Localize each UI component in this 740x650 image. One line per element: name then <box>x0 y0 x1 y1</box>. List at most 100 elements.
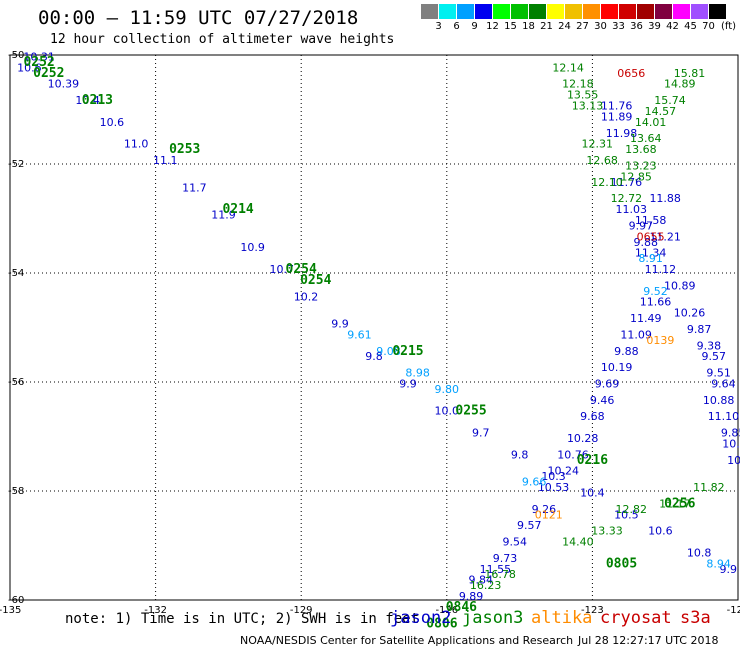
colorbar-tick: 9 <box>471 21 478 32</box>
jason2-wave-height-label: 10.39 <box>48 78 80 91</box>
generation-timestamp: Jul 28 12:27:17 UTC 2018 <box>578 634 719 647</box>
jason3-wave-height-label: 12.82 <box>615 503 647 516</box>
jason2-wave-height-label: 9.57 <box>701 350 726 363</box>
colorbar-tick: 36 <box>630 21 643 32</box>
pass-time-label: 0213 <box>82 93 113 108</box>
colorbar-tick: 30 <box>594 21 607 32</box>
colorbar-tick: 39 <box>648 21 661 32</box>
jason2-wave-height-label: 10.6 <box>17 61 42 74</box>
jason2-wave-height-label: 10.2 <box>294 290 319 303</box>
jason3-wave-height-label: 13.68 <box>625 143 657 156</box>
jason2-wave-height-label: 10.3 <box>541 470 566 483</box>
jason3-wave-height-label: 12.31 <box>582 138 614 151</box>
longitude-tick-label: -135 <box>0 605 21 616</box>
pass-time-label: 0215 <box>392 344 423 359</box>
jason2-wave-height-label: 9.57 <box>517 519 542 532</box>
longitude-tick-label: -129 <box>290 605 313 616</box>
cryosat-wave-height-label: 0656 <box>617 67 645 80</box>
jason2-wave-height-label: 11.55 <box>480 563 512 576</box>
jason3-wave-height-label: 14.57 <box>645 105 677 118</box>
jason2-wave-height-label: 10.9 <box>240 241 265 254</box>
colorbar-tick: 21 <box>540 21 553 32</box>
colorbar-swatch <box>619 4 636 19</box>
colorbar-tick: 70 <box>702 21 715 32</box>
s3a-wave-height-label: 9.61 <box>347 328 372 341</box>
jason3-wave-height-label: 14.01 <box>635 116 667 129</box>
latitude-tick-label: -58 <box>8 486 24 497</box>
jason3-wave-height-label: 15.81 <box>674 67 706 80</box>
jason2-wave-height-label: 11.89 <box>601 110 633 123</box>
latitude-tick-label: -54 <box>8 268 24 279</box>
pass-time-label: 0216 <box>577 453 608 468</box>
altika-wave-height-label: 0139 <box>646 334 674 347</box>
jason2-wave-height-label: 10.89 <box>664 279 696 292</box>
jason2-wave-height-label: 9.9 <box>399 377 417 390</box>
s3a-wave-height-label: 9.66 <box>522 476 547 489</box>
jason2-wave-height-label: 10.24 <box>548 465 580 478</box>
jason3-wave-height-label: 13.23 <box>625 159 657 172</box>
longitude-tick-label: -132 <box>144 605 167 616</box>
jason2-wave-height-label: 10.4 <box>580 486 605 499</box>
jason2-wave-height-label: 9.8 <box>365 350 383 363</box>
colorbar-swatch <box>691 4 708 19</box>
jason3-wave-height-label: 11.82 <box>693 481 725 494</box>
jason2-wave-height-label: 9.88 <box>614 345 639 358</box>
jason2-wave-height-label: 11.1 <box>153 154 178 167</box>
s3a-wave-height-label: 8.98 <box>405 367 430 380</box>
colorbar-swatch <box>673 4 690 19</box>
legend-cryosat: cryosat <box>600 608 672 628</box>
credit-line: NOAA/NESDIS Center for Satellite Applica… <box>240 634 574 647</box>
jason2-wave-height-label: 11.58 <box>635 214 667 227</box>
jason2-wave-height-label: 10.88 <box>703 394 735 407</box>
jason3-wave-height-label: 12.10 <box>591 176 623 189</box>
jason3-wave-height-label: 13.64 <box>630 132 662 145</box>
jason2-wave-height-label: 10.7 <box>270 263 295 276</box>
colorbar-swatch <box>511 4 528 19</box>
jason2-wave-height-label: 11.76 <box>601 100 633 113</box>
colorbar-swatch <box>655 4 672 19</box>
pass-time-label: 0214 <box>222 202 253 217</box>
jason3-wave-height-label: 16.23 <box>470 579 502 592</box>
altika-wave-height-label: 0121 <box>535 508 563 521</box>
longitude-tick-label: -123 <box>581 605 604 616</box>
colorbar-swatch <box>529 4 546 19</box>
jason2-wave-height-label: 10.5 <box>614 508 639 521</box>
jason2-wave-height-label: 10.26 <box>674 307 706 320</box>
jason2-wave-height-label: 10.6 <box>648 525 673 538</box>
jason2-wave-height-label: 11.10 <box>708 410 740 423</box>
colorbar-swatch <box>637 4 654 19</box>
pass-time-label: 0256 <box>664 496 695 511</box>
colorbar-tick: 42 <box>666 21 679 32</box>
jason2-wave-height-label: 11.88 <box>649 192 681 205</box>
jason2-wave-height-label: 11.98 <box>606 127 638 140</box>
jason2-wave-height-label: 10.19 <box>601 361 633 374</box>
colorbar-unit: (ft) <box>721 21 737 32</box>
map-subtitle: 12 hour collection of altimeter wave hei… <box>50 32 395 47</box>
jason2-wave-height-label: 10.8 <box>687 546 712 559</box>
jason3-wave-height-label: 13.13 <box>572 100 604 113</box>
jason3-wave-height-label: 12.18 <box>562 78 594 91</box>
jason2-wave-height-label: 11.09 <box>620 328 652 341</box>
jason2-wave-height-label: 9.69 <box>595 377 620 390</box>
colorbar-swatch <box>565 4 582 19</box>
s3a-wave-height-label: 8.91 <box>638 252 663 265</box>
pass-time-label: 0252 <box>33 66 64 81</box>
jason2-wave-height-label: 10.4 <box>75 94 100 107</box>
colorbar-tick: 6 <box>453 21 460 32</box>
jason2-wave-height-label: 9.26 <box>532 503 557 516</box>
jason2-wave-height-label: 10.21 <box>722 437 740 450</box>
map-note: note: 1) Time is in UTC; 2) SWH is in fe… <box>65 611 420 627</box>
latitude-tick-label: -56 <box>8 377 24 388</box>
pass-time-label: 0805 <box>606 556 637 571</box>
jason2-wave-height-label: 9.64 <box>711 377 736 390</box>
jason2-wave-height-label: 9.84 <box>469 574 494 587</box>
jason2-wave-height-label: 9.88 <box>634 236 659 249</box>
colorbar-tick: 3 <box>435 21 442 32</box>
jason2-wave-height-label: 10.6 <box>100 116 125 129</box>
jason3-wave-height-label: 13.55 <box>567 89 599 102</box>
jason2-wave-height-label: 9.8 <box>511 448 529 461</box>
pass-time-label: 0806 <box>426 616 457 631</box>
s3a-wave-height-label: 8.94 <box>706 557 731 570</box>
colorbar-swatch <box>709 4 726 19</box>
